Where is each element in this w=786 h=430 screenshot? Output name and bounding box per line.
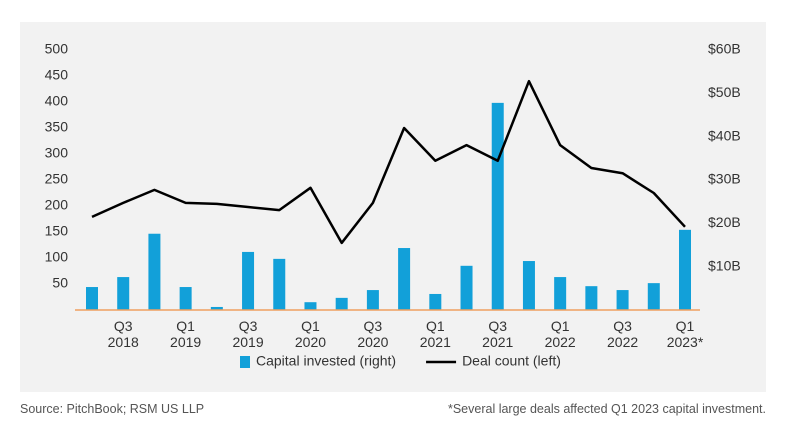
footnote: *Several large deals affected Q1 2023 ca…: [447, 402, 766, 416]
chart-background: [20, 22, 766, 392]
x-tick-label: Q1 2020: [294, 318, 327, 350]
bar: [117, 277, 130, 310]
bar: [398, 248, 411, 310]
bar: [242, 251, 255, 310]
y-tick-label: 500: [45, 41, 69, 57]
x-tick-label: Q3 2018: [107, 318, 139, 350]
y2-tick-label: $10B: [708, 257, 741, 273]
bar: [210, 306, 223, 310]
bar: [647, 283, 660, 310]
bar: [304, 302, 317, 310]
y-tick-label: 200: [45, 197, 69, 213]
x-tick-label: Q1 2021: [419, 318, 451, 350]
bar: [491, 102, 504, 310]
x-tick-label: Q3 2022: [607, 318, 639, 350]
bar: [179, 287, 192, 310]
y-tick-label: 50: [52, 275, 68, 291]
x-tick-label: Q1 2022: [544, 318, 576, 350]
bar: [86, 287, 98, 310]
source: Source: PitchBook; RSM US LLP: [20, 402, 205, 416]
y-tick-label: 250: [45, 171, 69, 187]
bar: [460, 265, 473, 310]
y-tick-label: 350: [45, 119, 69, 135]
y-tick-label: 100: [45, 249, 69, 265]
y2-tick-label: $40B: [708, 127, 741, 143]
y-tick-label: 150: [45, 223, 69, 239]
y2-tick-label: $50B: [708, 84, 741, 100]
bar: [585, 286, 598, 310]
bar: [335, 297, 348, 310]
legend-swatch: [240, 356, 250, 368]
y2-tick-label: $20B: [708, 214, 741, 230]
legend-label: Capital invested (right): [256, 353, 396, 369]
bar: [148, 233, 161, 310]
y2-tick-label: $60B: [708, 41, 741, 57]
bar: [554, 277, 567, 310]
bar: [366, 290, 379, 310]
line: [91, 79, 686, 245]
bar: [429, 293, 442, 310]
bar: [679, 229, 691, 310]
x-tick-label: Q1 2019: [170, 318, 202, 350]
x-tick-label: Q3 2021: [482, 318, 514, 350]
y-tick-label: 400: [45, 93, 69, 109]
x-tick-label: Q3 2019: [232, 318, 264, 350]
bar: [616, 290, 629, 310]
bar: [522, 261, 535, 310]
bar: [273, 258, 286, 310]
x-tick-label: Q1 2023*: [666, 318, 704, 350]
y-tick-label: 300: [45, 145, 69, 161]
legend-label: Deal count (left): [462, 353, 561, 369]
y2-tick-label: $30B: [708, 171, 741, 187]
x-tick-label: Q3 2020: [357, 318, 389, 350]
y-tick-label: 450: [45, 67, 69, 83]
